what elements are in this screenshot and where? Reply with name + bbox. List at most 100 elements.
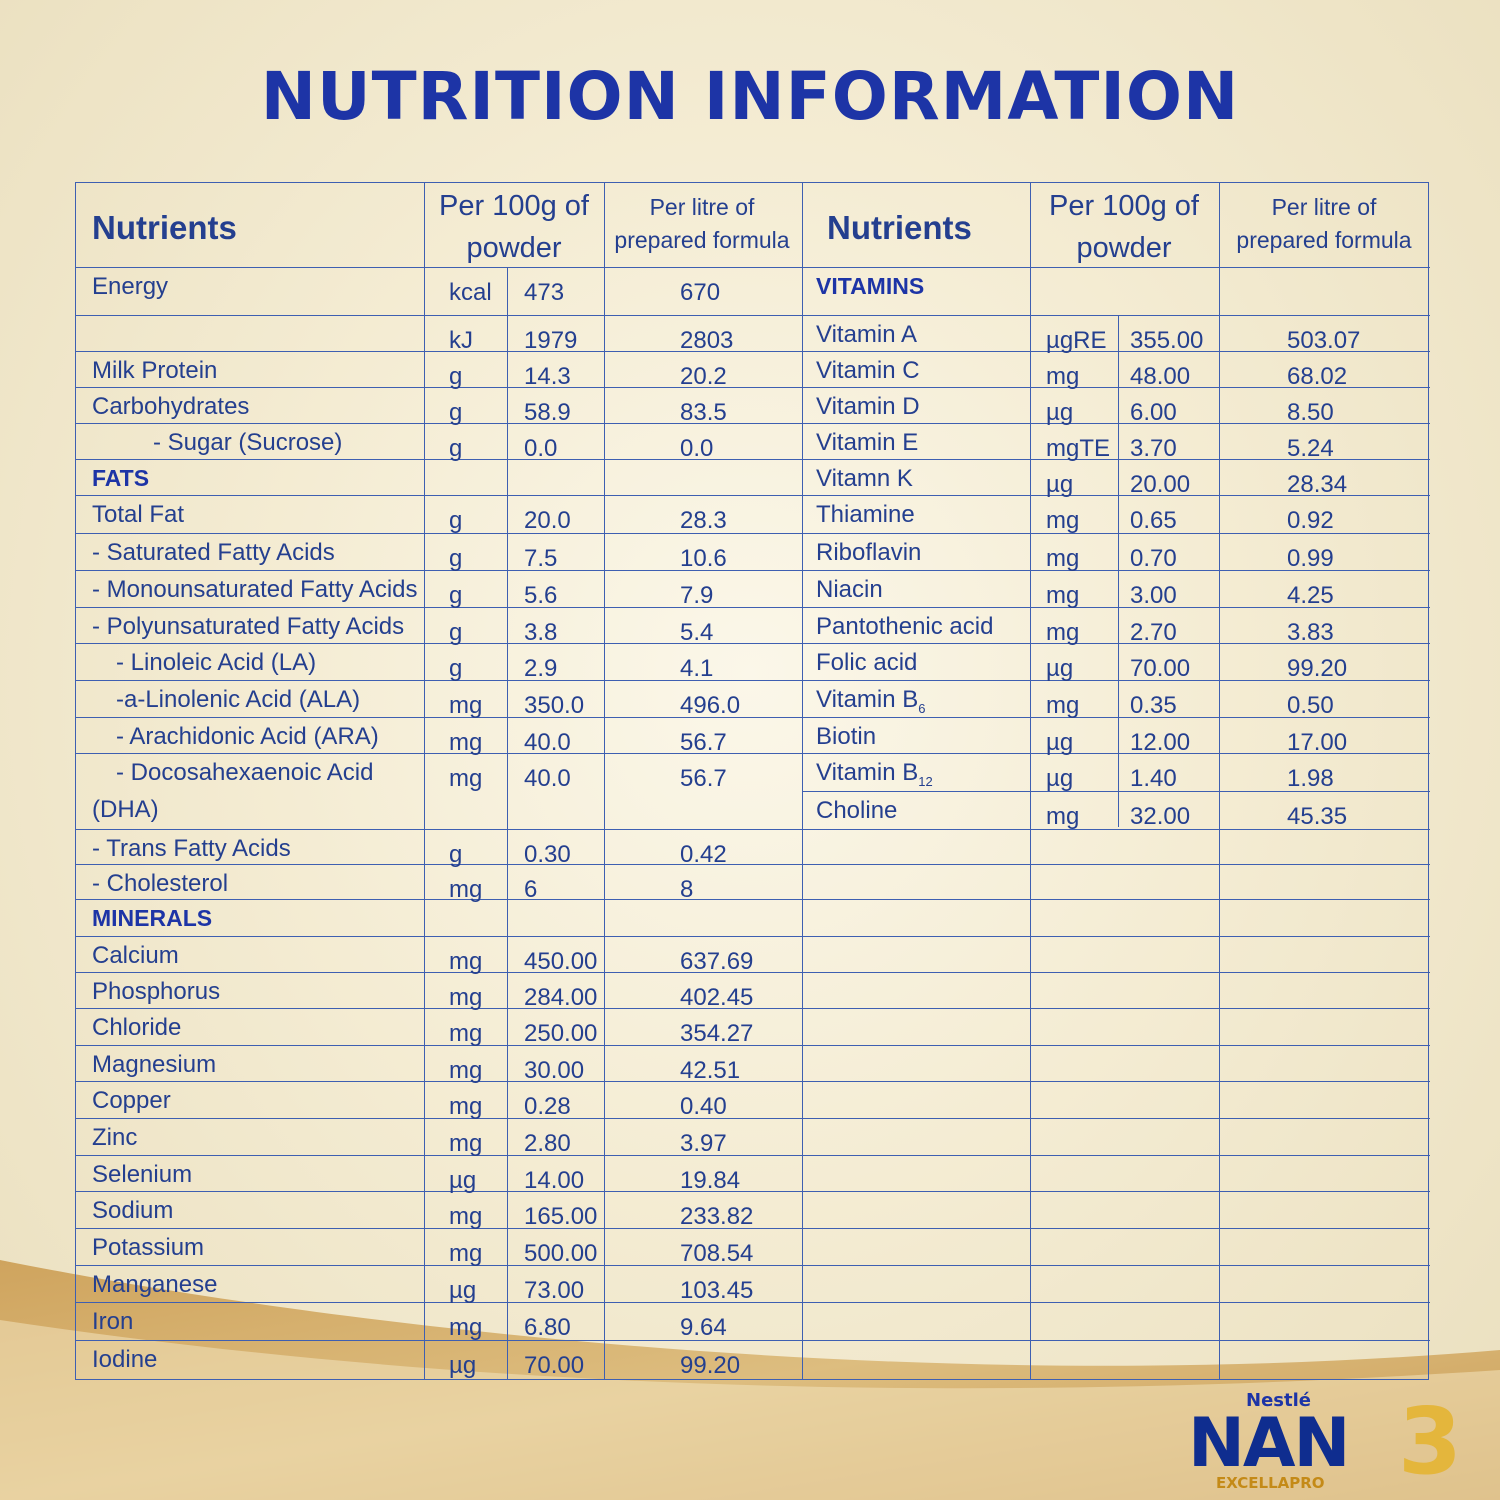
nutrient-unit: µg — [1046, 729, 1074, 756]
value-per-100g: 20.0 — [524, 507, 571, 534]
nutrient-unit: mgTE — [1046, 435, 1111, 462]
value-per-100g: 40.0 — [524, 729, 571, 756]
row-divider — [802, 1008, 1430, 1009]
nutrient-name: - Docosahexaenoic Acid — [116, 759, 374, 786]
row-divider — [802, 495, 1430, 496]
value-per-100g: 350.0 — [524, 692, 585, 719]
nutrient-name: Vitamin D — [816, 393, 920, 420]
column-divider — [424, 183, 425, 1379]
value-per-100g: 1.40 — [1130, 765, 1177, 792]
row-divider — [802, 351, 1430, 352]
row-divider — [76, 459, 802, 460]
nutrient-name: Vitamin E — [816, 429, 919, 456]
row-divider — [802, 829, 1430, 830]
value-per-litre: 708.54 — [680, 1240, 754, 1267]
value-per-100g: 30.00 — [524, 1057, 585, 1084]
row-divider — [802, 899, 1430, 900]
header-per100-line1: Per 100g of — [1049, 190, 1199, 222]
nutrient-name: Thiamine — [816, 501, 915, 528]
value-per-100g: 2.70 — [1130, 619, 1177, 646]
nutrient-name: -a-Linolenic Acid (ALA) — [116, 686, 361, 713]
nutrient-name: Zinc — [92, 1124, 138, 1151]
nutrient-unit: kJ — [449, 327, 473, 354]
value-per-litre: 45.35 — [1287, 803, 1348, 830]
value-per-100g: 5.6 — [524, 582, 558, 609]
bottom-gold-wave — [0, 1260, 1500, 1500]
value-per-litre: 0.92 — [1287, 507, 1334, 534]
nutrient-unit: mg — [1046, 803, 1080, 830]
value-per-100g: 20.00 — [1130, 471, 1191, 498]
value-per-100g: 6 — [524, 876, 538, 903]
row-divider — [76, 1265, 802, 1266]
row-divider — [76, 387, 802, 388]
row-divider — [802, 1118, 1430, 1119]
header-nutrients-left: Nutrients — [92, 209, 237, 246]
row-divider — [802, 1265, 1430, 1266]
nutrient-name: Milk Protein — [92, 357, 218, 384]
nutrient-unit: mg — [1046, 507, 1080, 534]
value-per-litre: 17.00 — [1287, 729, 1348, 756]
nutrient-unit: mg — [449, 1020, 483, 1047]
nutrient-name: - Cholesterol — [92, 870, 229, 897]
nutrient-unit: µg — [1046, 471, 1074, 498]
value-per-100g: 0.35 — [1130, 692, 1177, 719]
nutrient-unit: g — [449, 545, 463, 572]
value-per-litre: 2803 — [680, 327, 734, 354]
nutrient-name-cont: (DHA) — [92, 796, 159, 823]
value-per-litre: 0.42 — [680, 841, 727, 868]
nutrient-unit: g — [449, 582, 463, 609]
row-divider — [802, 864, 1430, 865]
column-divider — [507, 267, 508, 1379]
nutrient-unit: mg — [449, 876, 483, 903]
value-per-litre: 1.98 — [1287, 765, 1334, 792]
nutrient-name: Total Fat — [92, 501, 185, 528]
nutrient-unit: g — [449, 841, 463, 868]
nutrient-name: Vitamin A — [816, 321, 917, 348]
row-divider — [802, 423, 1430, 424]
value-per-100g: 473 — [524, 279, 565, 306]
nutrient-name: Choline — [816, 797, 898, 824]
row-divider — [802, 1191, 1430, 1192]
value-per-litre: 0.0 — [680, 435, 714, 462]
row-divider — [802, 717, 1430, 718]
value-per-100g: 14.3 — [524, 363, 571, 390]
value-per-100g: 12.00 — [1130, 729, 1191, 756]
row-divider — [76, 1191, 802, 1192]
row-divider — [802, 791, 1430, 792]
nutrient-unit: mg — [449, 1130, 483, 1157]
value-per-litre: 28.34 — [1287, 471, 1348, 498]
nutrient-name: Folic acid — [816, 649, 918, 676]
row-divider — [76, 1008, 802, 1009]
row-divider — [76, 1081, 802, 1082]
header-perlitre-line1: Per litre of — [649, 194, 755, 220]
nutrient-unit: mg — [449, 1057, 483, 1084]
nutrient-unit: µgRE — [1046, 327, 1107, 354]
row-divider — [76, 829, 802, 830]
nutrient-unit: mg — [449, 984, 483, 1011]
row-divider — [76, 643, 802, 644]
value-per-100g: 70.00 — [1130, 655, 1191, 682]
header-perlitre-line2: prepared formula — [614, 227, 790, 254]
header-per100-line2: powder — [1076, 232, 1172, 265]
value-per-litre: 103.45 — [680, 1277, 754, 1304]
subscript: 6 — [918, 700, 926, 716]
header-perlitre-left: Per litre of prepared formula — [604, 191, 800, 258]
value-per-100g: 48.00 — [1130, 363, 1191, 390]
row-divider — [802, 387, 1430, 388]
row-divider — [76, 495, 802, 496]
value-per-100g: 3.00 — [1130, 582, 1177, 609]
value-per-100g: 40.0 — [524, 765, 571, 792]
value-per-100g: 250.00 — [524, 1020, 598, 1047]
nutrient-unit: mg — [449, 765, 483, 792]
section-heading: FATS — [92, 465, 150, 491]
nutrient-name: - Linoleic Acid (LA) — [116, 649, 317, 676]
row-divider — [802, 607, 1430, 608]
column-divider — [802, 183, 803, 1379]
row-divider — [76, 1045, 802, 1046]
row-divider — [76, 864, 802, 865]
value-per-100g: 6.00 — [1130, 399, 1177, 426]
value-per-100g: 0.28 — [524, 1093, 571, 1120]
value-per-100g: 0.70 — [1130, 545, 1177, 572]
nutrient-unit: mg — [449, 1240, 483, 1267]
nutrient-unit: mg — [1046, 363, 1080, 390]
